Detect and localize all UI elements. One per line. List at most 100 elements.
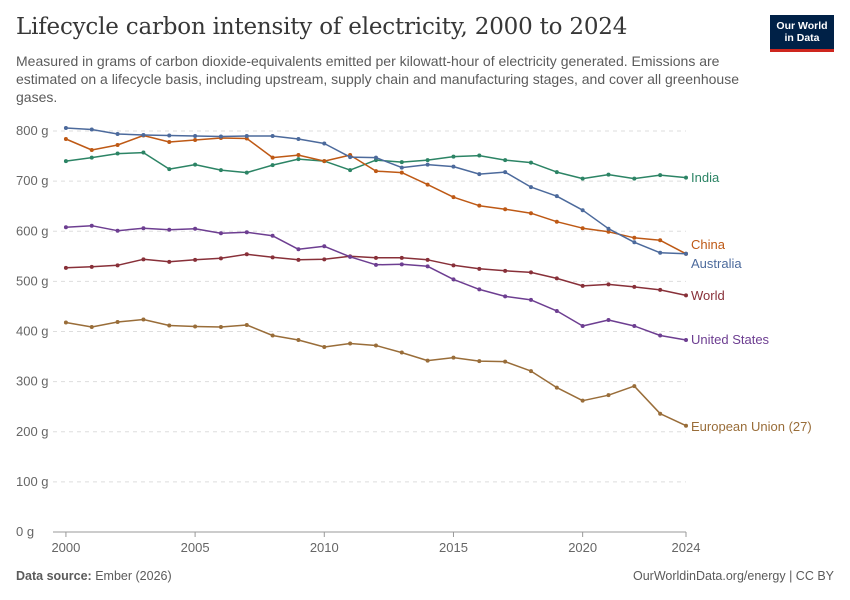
data-point: [554, 385, 559, 390]
data-point: [477, 172, 482, 177]
data-point: [606, 229, 611, 234]
data-point: [244, 252, 249, 257]
data-point: [451, 154, 456, 159]
data-point: [348, 155, 353, 160]
data-point: [296, 153, 301, 158]
data-point: [451, 263, 456, 268]
data-point: [399, 170, 404, 175]
data-point: [296, 137, 301, 142]
data-point: [115, 132, 120, 137]
data-point: [218, 256, 223, 261]
data-point: [658, 173, 663, 178]
data-point: [270, 163, 275, 168]
data-point: [477, 203, 482, 208]
data-point: [89, 324, 94, 329]
data-point: [193, 138, 198, 143]
chart-title: Lifecycle carbon intensity of electricit…: [16, 14, 628, 40]
x-tick-label: 2024: [672, 540, 701, 555]
data-point: [218, 168, 223, 173]
series-line: [65, 127, 687, 255]
data-point: [399, 165, 404, 170]
data-point: [606, 282, 611, 287]
data-point: [296, 247, 301, 252]
data-point: [580, 226, 585, 231]
data-point: [322, 141, 327, 146]
data-point: [451, 355, 456, 360]
footer-url[interactable]: OurWorldinData.org/energy | CC BY: [632, 569, 834, 583]
data-point: [503, 170, 508, 175]
data-point: [115, 151, 120, 156]
y-tick-label: 100 g: [16, 474, 49, 489]
data-point: [63, 265, 68, 270]
data-point: [451, 195, 456, 200]
data-point: [580, 176, 585, 181]
data-point: [684, 251, 688, 256]
y-tick-label: 700 g: [16, 173, 49, 188]
data-point: [167, 323, 172, 328]
data-point: [606, 393, 611, 398]
x-tick-label: 2010: [310, 540, 339, 555]
owid-logo[interactable]: Our World in Data: [770, 15, 834, 52]
y-tick-label: 400 g: [16, 324, 49, 339]
data-point: [554, 170, 559, 175]
data-point: [218, 134, 223, 139]
data-point: [477, 266, 482, 271]
data-point: [89, 127, 94, 132]
data-point: [63, 137, 68, 142]
data-point: [425, 264, 430, 269]
series-line: [65, 318, 687, 427]
data-point: [115, 228, 120, 233]
data-point: [193, 226, 198, 231]
data-point: [63, 159, 68, 164]
data-point: [503, 158, 508, 163]
data-point: [348, 341, 353, 346]
data-point: [89, 264, 94, 269]
data-point: [477, 153, 482, 158]
data-point: [141, 150, 146, 155]
data-point: [503, 294, 508, 299]
data-point: [554, 276, 559, 281]
data-point: [270, 233, 275, 238]
data-point: [167, 140, 172, 145]
y-tick-label: 200 g: [16, 424, 49, 439]
data-point: [399, 160, 404, 165]
data-point: [244, 322, 249, 327]
data-point: [658, 250, 663, 255]
data-point: [425, 158, 430, 163]
data-point: [270, 333, 275, 338]
data-point: [477, 287, 482, 292]
y-tick-label: 500 g: [16, 273, 49, 288]
data-source-value[interactable]: Ember (2026): [95, 569, 172, 583]
x-tick-label: 2020: [568, 540, 597, 555]
data-source: Data source: Ember (2026): [16, 569, 172, 583]
data-point: [270, 255, 275, 260]
data-point: [244, 134, 249, 139]
data-point: [632, 235, 637, 240]
chart-subtitle: Measured in grams of carbon dioxide-equi…: [16, 53, 739, 105]
data-point: [167, 167, 172, 172]
y-tick-label: 800 g: [16, 123, 49, 138]
series-label: India: [691, 170, 720, 185]
data-point: [399, 255, 404, 260]
data-point: [528, 185, 533, 190]
data-point: [580, 323, 585, 328]
data-point: [167, 133, 172, 138]
data-point: [348, 254, 353, 259]
data-point: [399, 262, 404, 267]
x-tick-label: 2000: [51, 540, 80, 555]
data-point: [658, 238, 663, 243]
data-point: [632, 176, 637, 181]
data-point: [554, 194, 559, 199]
data-point: [684, 175, 688, 180]
data-point: [684, 293, 688, 298]
data-point: [218, 324, 223, 329]
series-label: Australia: [691, 256, 742, 271]
data-point: [580, 208, 585, 213]
data-point: [580, 398, 585, 403]
data-point: [141, 317, 146, 322]
data-point: [63, 225, 68, 230]
data-point: [528, 270, 533, 275]
data-point: [632, 323, 637, 328]
data-point: [632, 384, 637, 389]
data-point: [322, 257, 327, 262]
